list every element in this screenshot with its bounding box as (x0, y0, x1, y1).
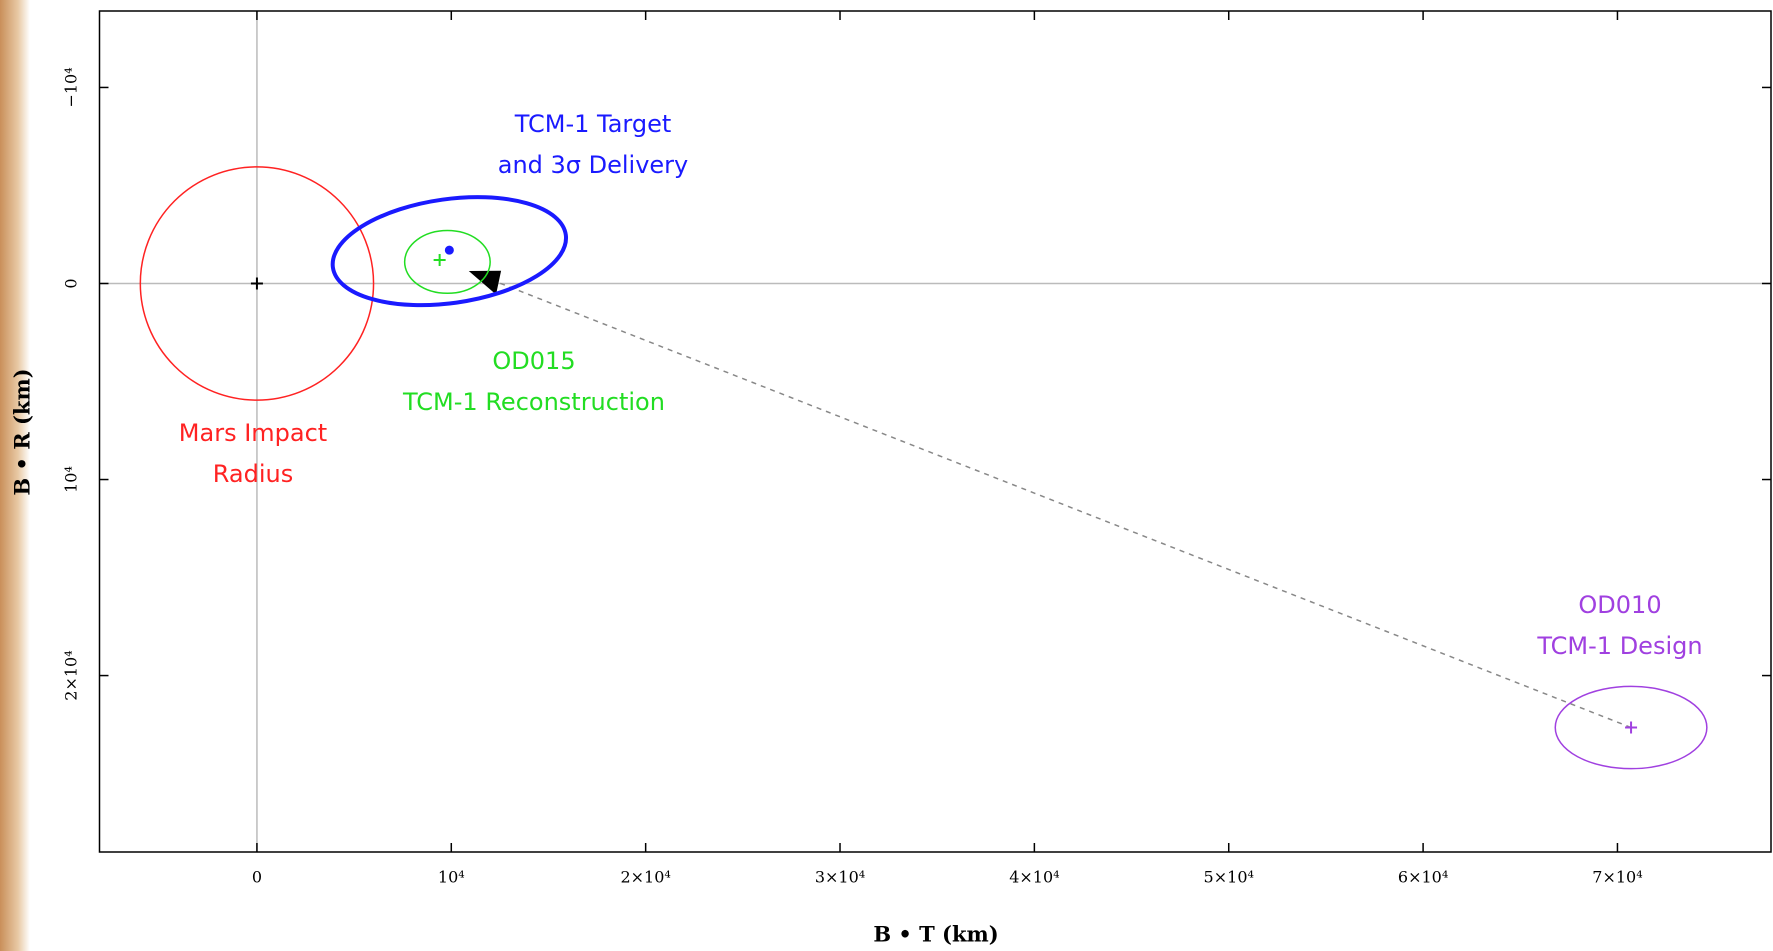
x-tick-label: 5×10⁴ (1204, 868, 1254, 887)
x-tick-label: 3×10⁴ (815, 868, 865, 887)
point (444, 245, 454, 255)
y-axis-title: B • R (km) (10, 368, 35, 495)
x-tick-label: 0 (252, 868, 262, 887)
y-tick-label: −10⁴ (62, 67, 81, 107)
ellipse-label: TCM-1 Target (514, 110, 672, 138)
ellipse-label: OD010 (1578, 591, 1661, 619)
ellipse-label: TCM-1 Design (1536, 632, 1702, 660)
trajectory-line (468, 270, 1632, 729)
error-ellipse (139, 166, 375, 401)
y-tick-label: 10⁴ (62, 466, 81, 493)
ellipse-label: Mars Impact (179, 419, 327, 447)
x-tick-label: 10⁴ (438, 868, 465, 887)
error-ellipse (403, 229, 491, 295)
point (250, 277, 263, 290)
x-tick-label: 6×10⁴ (1398, 868, 1448, 887)
background-image (0, 0, 30, 951)
point (1625, 721, 1638, 734)
ellipse-label: Radius (213, 460, 293, 488)
ellipse-label: and 3σ Delivery (498, 151, 689, 179)
point (433, 253, 446, 266)
x-tick-label: 2×10⁴ (620, 868, 670, 887)
y-tick-label: 0 (62, 278, 81, 288)
x-tick-label: 4×10⁴ (1009, 868, 1059, 887)
ellipse-label: TCM-1 Reconstruction (402, 388, 665, 416)
x-tick-label: 7×10⁴ (1592, 868, 1642, 887)
error-ellipse (1554, 685, 1708, 770)
ellipse-label: OD015 (492, 347, 575, 375)
error-ellipse (330, 195, 569, 308)
plot-frame (98, 10, 1772, 853)
y-tick-label: 2×10⁴ (62, 650, 81, 700)
x-axis-title: B • T (km) (873, 922, 998, 947)
arrow-head (468, 270, 502, 295)
